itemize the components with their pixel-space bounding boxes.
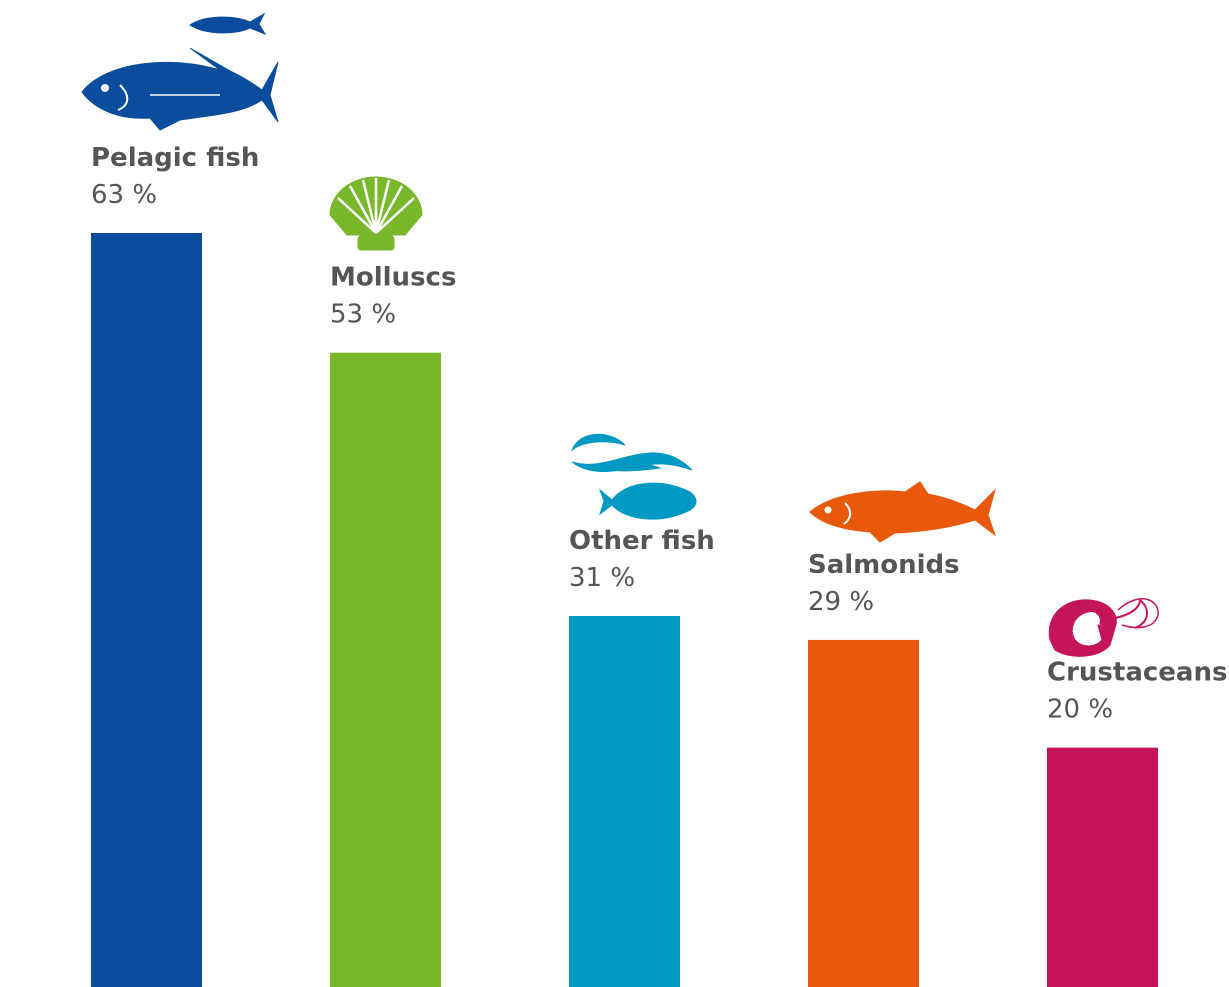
category-label: Molluscs — [330, 263, 456, 293]
bar-salmonids — [808, 639, 919, 987]
bar-molluscs — [330, 352, 441, 987]
value-label: 53 % — [330, 300, 396, 330]
bar-pelagic-fish — [91, 233, 202, 987]
bar-other-fish — [569, 615, 680, 987]
tuna-icon — [81, 12, 279, 131]
fish-group-icon — [570, 433, 697, 520]
value-label: 63 % — [91, 180, 157, 210]
shell-icon — [329, 176, 423, 251]
labels-group: Pelagic fish 63 % Molluscs 53 % Other fish 31… — [91, 143, 1227, 725]
value-label: 20 % — [1047, 695, 1113, 725]
category-label: Other fish — [569, 526, 715, 556]
value-label: 31 % — [569, 563, 635, 593]
value-label: 29 % — [808, 587, 874, 617]
category-label: Pelagic fish — [91, 143, 259, 173]
category-label: Crustaceans — [1047, 658, 1227, 688]
shrimp-icon — [1048, 597, 1159, 657]
category-label: Salmonids — [808, 550, 960, 580]
bar-crustaceans — [1047, 747, 1158, 987]
salmon-icon — [809, 481, 997, 543]
bars-group — [91, 233, 1158, 987]
